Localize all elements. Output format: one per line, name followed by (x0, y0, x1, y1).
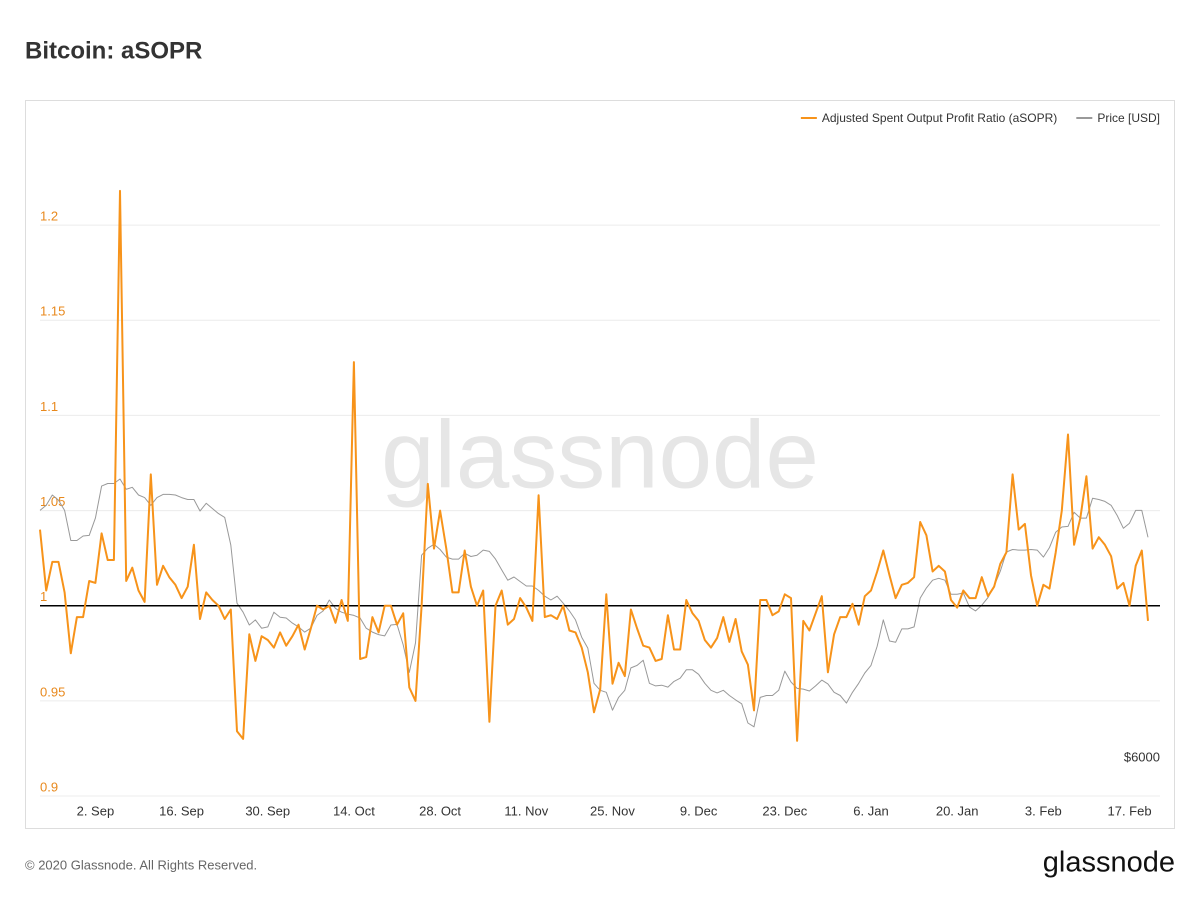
y-tick-label: 0.9 (40, 779, 58, 794)
y2-tick-label: $6000 (1124, 749, 1160, 764)
x-tick-label: 14. Oct (333, 803, 375, 818)
y-tick-label: 1.1 (40, 399, 58, 414)
logo: glassnode (1043, 847, 1175, 879)
page-title: Bitcoin: aSOPR (25, 37, 202, 64)
x-tick-label: 6. Jan (853, 803, 888, 818)
y-tick-label: 1 (40, 589, 47, 604)
y-tick-label: 1.2 (40, 209, 58, 224)
legend-label: Price [USD] (1097, 111, 1160, 125)
x-tick-label: 11. Nov (504, 803, 548, 818)
legend-label: Adjusted Spent Output Profit Ratio (aSOP… (822, 111, 1057, 125)
watermark: glassnode (381, 401, 819, 508)
x-tick-label: 17. Feb (1107, 803, 1151, 818)
copyright: © 2020 Glassnode. All Rights Reserved. (25, 857, 257, 872)
x-tick-label: 9. Dec (680, 803, 718, 818)
x-tick-label: 23. Dec (762, 803, 807, 818)
y-tick-label: 1.15 (40, 304, 65, 319)
x-tick-label: 2. Sep (77, 803, 115, 818)
y-tick-label: 0.95 (40, 684, 65, 699)
series-line (39, 189, 1149, 742)
x-tick-label: 3. Feb (1025, 803, 1062, 818)
x-tick-label: 28. Oct (419, 803, 461, 818)
x-tick-label: 16. Sep (159, 803, 204, 818)
x-tick-label: 20. Jan (936, 803, 979, 818)
x-tick-label: 25. Nov (590, 803, 635, 818)
x-tick-label: 30. Sep (245, 803, 290, 818)
chart-frame (25, 100, 1175, 829)
